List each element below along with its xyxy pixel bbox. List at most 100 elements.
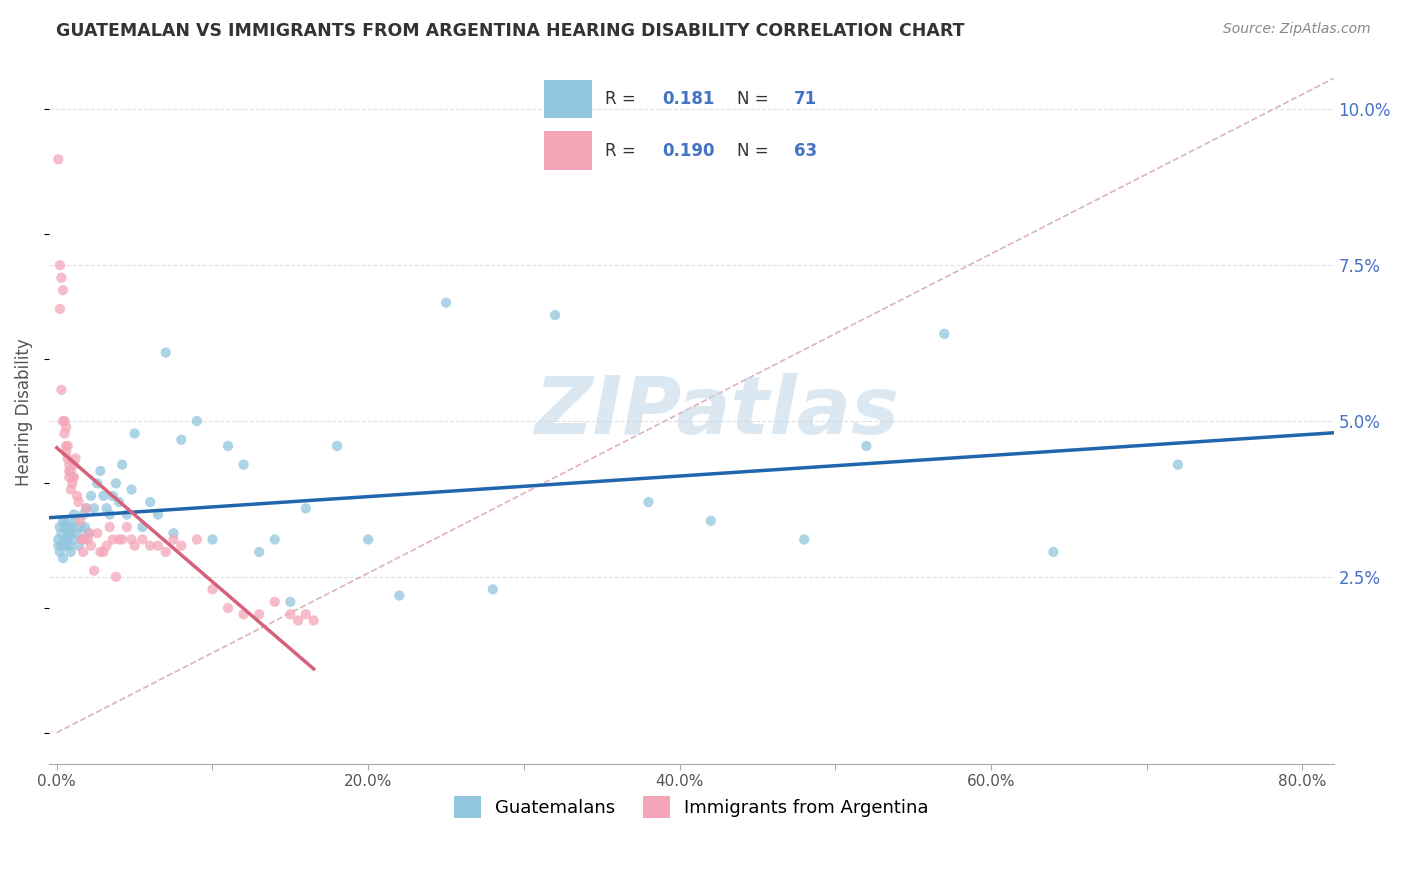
Point (295, 607, 318, 622)
Text: Source: ZipAtlas.com: Source: ZipAtlas.com (1223, 22, 1371, 37)
Text: 71: 71 (794, 90, 817, 108)
Point (52, 551, 75, 566)
Text: 0.181: 0.181 (662, 90, 714, 108)
Point (89, 545, 111, 559)
Point (104, 570, 127, 584)
Point (700, 514, 723, 528)
Point (793, 533, 815, 547)
Point (186, 414, 208, 428)
Point (98, 520, 121, 534)
Point (59, 464, 82, 478)
Point (434, 295, 457, 310)
Point (98, 508, 121, 522)
Point (51, 383, 73, 397)
Point (77, 533, 100, 547)
Point (66, 526, 89, 541)
Point (66, 489, 89, 503)
Point (101, 489, 124, 503)
Point (217, 601, 239, 615)
Point (278, 607, 301, 622)
Point (131, 533, 153, 547)
Point (46, 153, 69, 167)
Point (111, 533, 134, 547)
Point (155, 345, 177, 359)
Point (72, 545, 94, 559)
Point (101, 533, 124, 547)
Point (121, 533, 143, 547)
Point (481, 582, 503, 597)
Point (53, 533, 76, 547)
Point (55, 439, 77, 453)
Point (96, 501, 118, 516)
Text: N =: N = (737, 142, 773, 160)
Point (287, 614, 309, 628)
Point (93, 489, 115, 503)
Point (544, 308, 567, 322)
Point (70, 533, 93, 547)
Point (83, 564, 105, 578)
Point (108, 533, 131, 547)
Point (72, 508, 94, 522)
Point (108, 495, 131, 509)
Point (53, 520, 76, 534)
Point (170, 433, 193, 447)
Point (49, 545, 72, 559)
Point (139, 539, 162, 553)
Point (58, 470, 80, 484)
Point (55, 514, 77, 528)
Point (56, 451, 79, 466)
Point (56, 439, 79, 453)
Point (83, 501, 105, 516)
Point (46, 539, 69, 553)
Point (388, 589, 411, 603)
Point (75, 501, 97, 516)
Point (56, 526, 79, 541)
Point (855, 439, 877, 453)
Point (357, 533, 380, 547)
Point (263, 595, 285, 609)
Point (96, 539, 118, 553)
Point (77, 526, 100, 541)
Point (60, 470, 83, 484)
Point (1042, 545, 1064, 559)
Point (63, 470, 86, 484)
Point (58, 464, 80, 478)
Legend: Guatemalans, Immigrants from Argentina: Guatemalans, Immigrants from Argentina (447, 789, 936, 825)
Point (170, 539, 193, 553)
Text: R =: R = (605, 142, 641, 160)
Point (63, 458, 86, 472)
Point (124, 539, 146, 553)
Text: 63: 63 (794, 142, 817, 160)
Point (93, 545, 115, 559)
Point (201, 533, 224, 547)
Point (65, 451, 87, 466)
Point (80, 489, 103, 503)
Point (55, 539, 77, 553)
Text: N =: N = (737, 90, 773, 108)
Point (124, 426, 146, 441)
Point (1167, 458, 1189, 472)
Point (70, 533, 93, 547)
Point (232, 458, 254, 472)
Point (69, 514, 91, 528)
Point (52, 514, 75, 528)
Point (155, 545, 177, 559)
Point (121, 483, 143, 497)
Point (69, 520, 91, 534)
Point (51, 526, 73, 541)
Point (60, 520, 83, 534)
Point (51, 539, 73, 553)
Point (146, 539, 169, 553)
Point (63, 508, 86, 522)
Text: 0.190: 0.190 (662, 142, 716, 160)
Point (79, 526, 101, 541)
Point (67, 539, 90, 553)
Point (247, 607, 270, 622)
Point (86, 476, 108, 491)
Point (67, 495, 90, 509)
Point (49, 520, 72, 534)
Point (46, 533, 69, 547)
Point (186, 533, 208, 547)
Y-axis label: Hearing Disability: Hearing Disability (15, 338, 32, 485)
Point (59, 483, 82, 497)
